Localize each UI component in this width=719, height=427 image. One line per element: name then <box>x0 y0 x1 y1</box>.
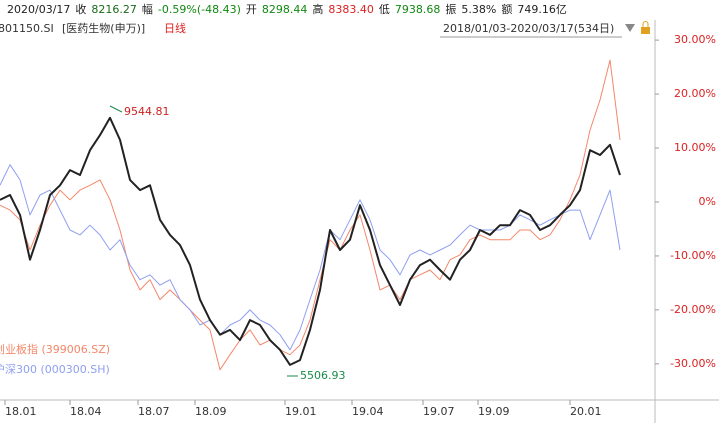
series-line <box>0 164 621 351</box>
info-line: 2020/03/17 收 8216.27 幅 -0.59%(-48.43) 开 8298.4… <box>7 2 567 16</box>
field-label: 开 <box>246 3 257 16</box>
annotation: 5506.93 <box>300 369 346 382</box>
y-tick-label: 10.00% <box>674 141 716 154</box>
x-tick-label: 18.01 <box>5 405 37 418</box>
y-tick-label: -20.00% <box>670 303 716 316</box>
y-tick-label: -10.00% <box>670 249 716 262</box>
index-name: [医药生物(申万)] <box>62 21 145 35</box>
field-label: 额 <box>501 3 512 16</box>
field-label: 低 <box>379 3 390 16</box>
x-tick-label: 18.09 <box>195 405 227 418</box>
y-tick-label: 0% <box>699 195 716 208</box>
field-value: 8298.44 <box>262 3 308 16</box>
series-line <box>0 59 621 371</box>
x-tick-label: 18.04 <box>70 405 102 418</box>
date: 2020/03/17 <box>7 3 70 16</box>
code: 801150.SI <box>0 22 54 35</box>
y-tick-label: 20.00% <box>674 87 716 100</box>
x-tick-label: 18.07 <box>138 405 170 418</box>
x-tick-label: 19.07 <box>423 405 455 418</box>
field-value: 749.16亿 <box>517 3 567 16</box>
field-value: 8383.40 <box>328 3 374 16</box>
series-line <box>0 116 621 366</box>
field-label: 收 <box>75 2 86 16</box>
y-tick-label: -30.00% <box>670 357 716 370</box>
field-value: 7938.68 <box>395 3 441 16</box>
x-tick-label: 19.09 <box>478 405 510 418</box>
annotation: 9544.81 <box>124 105 170 118</box>
lock-icon[interactable] <box>641 27 650 34</box>
lock-shackle <box>642 21 649 27</box>
x-tick-label: 19.04 <box>352 405 384 418</box>
x-tick-label: 20.01 <box>570 405 602 418</box>
field-value: 5.38% <box>461 3 496 16</box>
y-tick-label: 30.00% <box>674 33 716 46</box>
field-label: 振 <box>445 2 456 16</box>
field-value: -0.59%(-48.43) <box>158 3 241 16</box>
period: 日线 <box>164 21 186 35</box>
field-value: 8216.27 <box>91 3 137 16</box>
legend-label: 沪深300 (000300.SH) <box>0 362 110 376</box>
x-tick-label: 19.01 <box>285 405 317 418</box>
annotation-arrow <box>109 105 123 113</box>
info-bar <box>0 0 719 20</box>
field-label: 高 <box>312 2 323 16</box>
date-range: 2018/01/03-2020/03/17(534日) <box>443 22 614 35</box>
field-label: 幅 <box>142 3 153 16</box>
legend-label: 创业板指 (399006.SZ) <box>0 342 110 356</box>
dropdown-icon[interactable] <box>625 24 635 32</box>
